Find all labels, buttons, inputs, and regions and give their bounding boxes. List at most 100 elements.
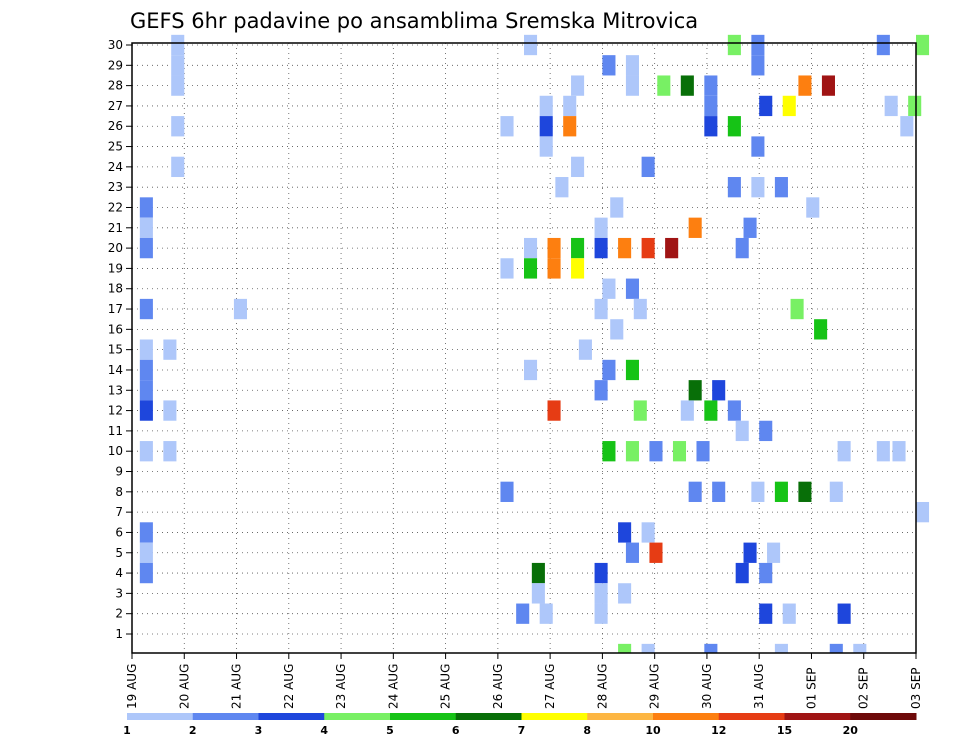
heatmap-cell xyxy=(524,258,538,279)
heatmap-cell xyxy=(594,380,608,401)
heatmap-cell xyxy=(774,643,788,653)
y-tick-label: 6 xyxy=(115,525,123,539)
heatmap-cell xyxy=(900,116,914,137)
heatmap-cell xyxy=(539,603,553,624)
y-tick-label: 12 xyxy=(108,404,123,418)
colorbar-tick-label: 5 xyxy=(386,724,394,737)
y-tick-label: 4 xyxy=(115,566,123,580)
heatmap-cell xyxy=(602,278,616,299)
y-tick-label: 7 xyxy=(115,505,123,519)
heatmap-cell xyxy=(688,217,702,238)
heatmap-cell xyxy=(571,258,585,279)
heatmap-cell xyxy=(759,603,773,624)
heatmap-cell xyxy=(563,95,577,117)
colorbar-tick-label: 1 xyxy=(123,724,131,737)
x-tick-label: 02 SEP xyxy=(857,667,871,709)
y-tick-label: 29 xyxy=(108,58,123,72)
heatmap-cell xyxy=(618,237,632,259)
heatmap-cell xyxy=(139,380,153,401)
colorbar-swatch xyxy=(258,713,325,720)
y-tick-label: 2 xyxy=(115,607,123,621)
x-tick-label: 30 AUG xyxy=(700,664,714,709)
y-tick-label: 20 xyxy=(108,241,123,255)
colorbar-swatch xyxy=(587,713,654,720)
colorbar-swatch xyxy=(192,713,259,720)
y-tick-label: 3 xyxy=(115,586,123,600)
x-tick-label: 28 AUG xyxy=(595,664,609,709)
heatmap-cell xyxy=(625,75,639,96)
heatmap-cell xyxy=(163,441,177,462)
colorbar-swatch xyxy=(784,713,851,720)
heatmap-cell xyxy=(602,441,616,462)
heatmap-cell xyxy=(657,75,671,96)
y-axis: 1234567891011121314151617181920212223242… xyxy=(108,38,132,641)
heatmap-cell xyxy=(139,400,153,421)
heatmap-cell xyxy=(829,481,843,502)
heatmap-cell xyxy=(625,55,639,76)
y-tick-label: 21 xyxy=(108,221,123,235)
heatmap-cell xyxy=(625,359,639,381)
heatmap-cell xyxy=(672,441,687,462)
heatmap-cell xyxy=(704,75,718,96)
heatmap-cell xyxy=(782,95,796,117)
heatmap-cell xyxy=(524,237,538,259)
y-tick-label: 18 xyxy=(108,282,123,296)
heatmap-cell xyxy=(602,359,616,381)
heatmap-cell xyxy=(774,481,788,502)
heatmap-cell xyxy=(727,177,741,198)
x-axis: 19 AUG 20 AUG 21 AUG 22 AUG 23 AUG 24 AUG 25 A… xyxy=(125,653,923,709)
heatmap-cell xyxy=(743,542,757,563)
heatmap-cell xyxy=(727,116,741,137)
heatmap-cell xyxy=(696,441,710,462)
heatmap-cell xyxy=(539,136,553,157)
x-tick-label: 19 AUG xyxy=(125,664,139,709)
heatmap-cell xyxy=(547,400,561,421)
heatmap-cell xyxy=(139,237,153,259)
heatmap-cell xyxy=(853,643,867,653)
y-tick-label: 8 xyxy=(115,485,123,499)
grid xyxy=(132,43,916,653)
heatmap-cell xyxy=(594,583,608,604)
y-tick-label: 1 xyxy=(115,627,123,641)
heatmap-cell xyxy=(625,542,639,563)
heatmap-cell xyxy=(594,237,608,259)
colorbar-swatch xyxy=(653,713,720,720)
y-tick-label: 5 xyxy=(115,546,123,560)
heatmap-cell xyxy=(139,339,153,360)
x-tick-label: 22 AUG xyxy=(282,664,296,709)
y-tick-label: 24 xyxy=(108,160,123,174)
heatmap-cell xyxy=(618,583,632,604)
x-tick-label: 26 AUG xyxy=(491,664,505,709)
colorbar: 1 2 3 4 5 6 7 8 10 12 15 20 xyxy=(123,713,917,737)
heatmap-cell xyxy=(594,298,608,320)
heatmap-cell xyxy=(139,217,153,238)
heatmap-cell xyxy=(727,400,741,421)
heatmap-cell xyxy=(790,298,804,320)
y-tick-label: 16 xyxy=(108,322,123,336)
heatmap-cell xyxy=(704,95,718,117)
y-tick-label: 19 xyxy=(108,261,123,275)
heatmap-cell xyxy=(539,116,553,137)
colorbar-tick-label: 12 xyxy=(711,724,726,737)
heatmap-cell xyxy=(531,562,545,584)
heatmap-cell xyxy=(837,441,851,462)
y-tick-label: 14 xyxy=(108,363,123,377)
heatmap-cell xyxy=(798,481,812,502)
heatmap-cell xyxy=(641,643,655,653)
heatmap-cell xyxy=(516,603,530,624)
heatmap-cell xyxy=(139,197,153,218)
heatmap-cell xyxy=(594,603,608,624)
heatmap-cell xyxy=(751,481,765,502)
heatmap-cell xyxy=(680,400,694,421)
colorbar-tick-label: 7 xyxy=(518,724,526,737)
colorbar-tick-label: 6 xyxy=(452,724,460,737)
heatmap-cell xyxy=(829,643,843,653)
y-tick-label: 26 xyxy=(108,119,123,133)
x-tick-label: 27 AUG xyxy=(543,664,557,709)
heatmap-cell xyxy=(139,359,153,381)
heatmap-cell xyxy=(610,197,624,218)
x-tick-label: 03 SEP xyxy=(909,667,923,709)
heatmap-cell xyxy=(759,420,773,442)
colorbar-swatch xyxy=(324,713,391,720)
